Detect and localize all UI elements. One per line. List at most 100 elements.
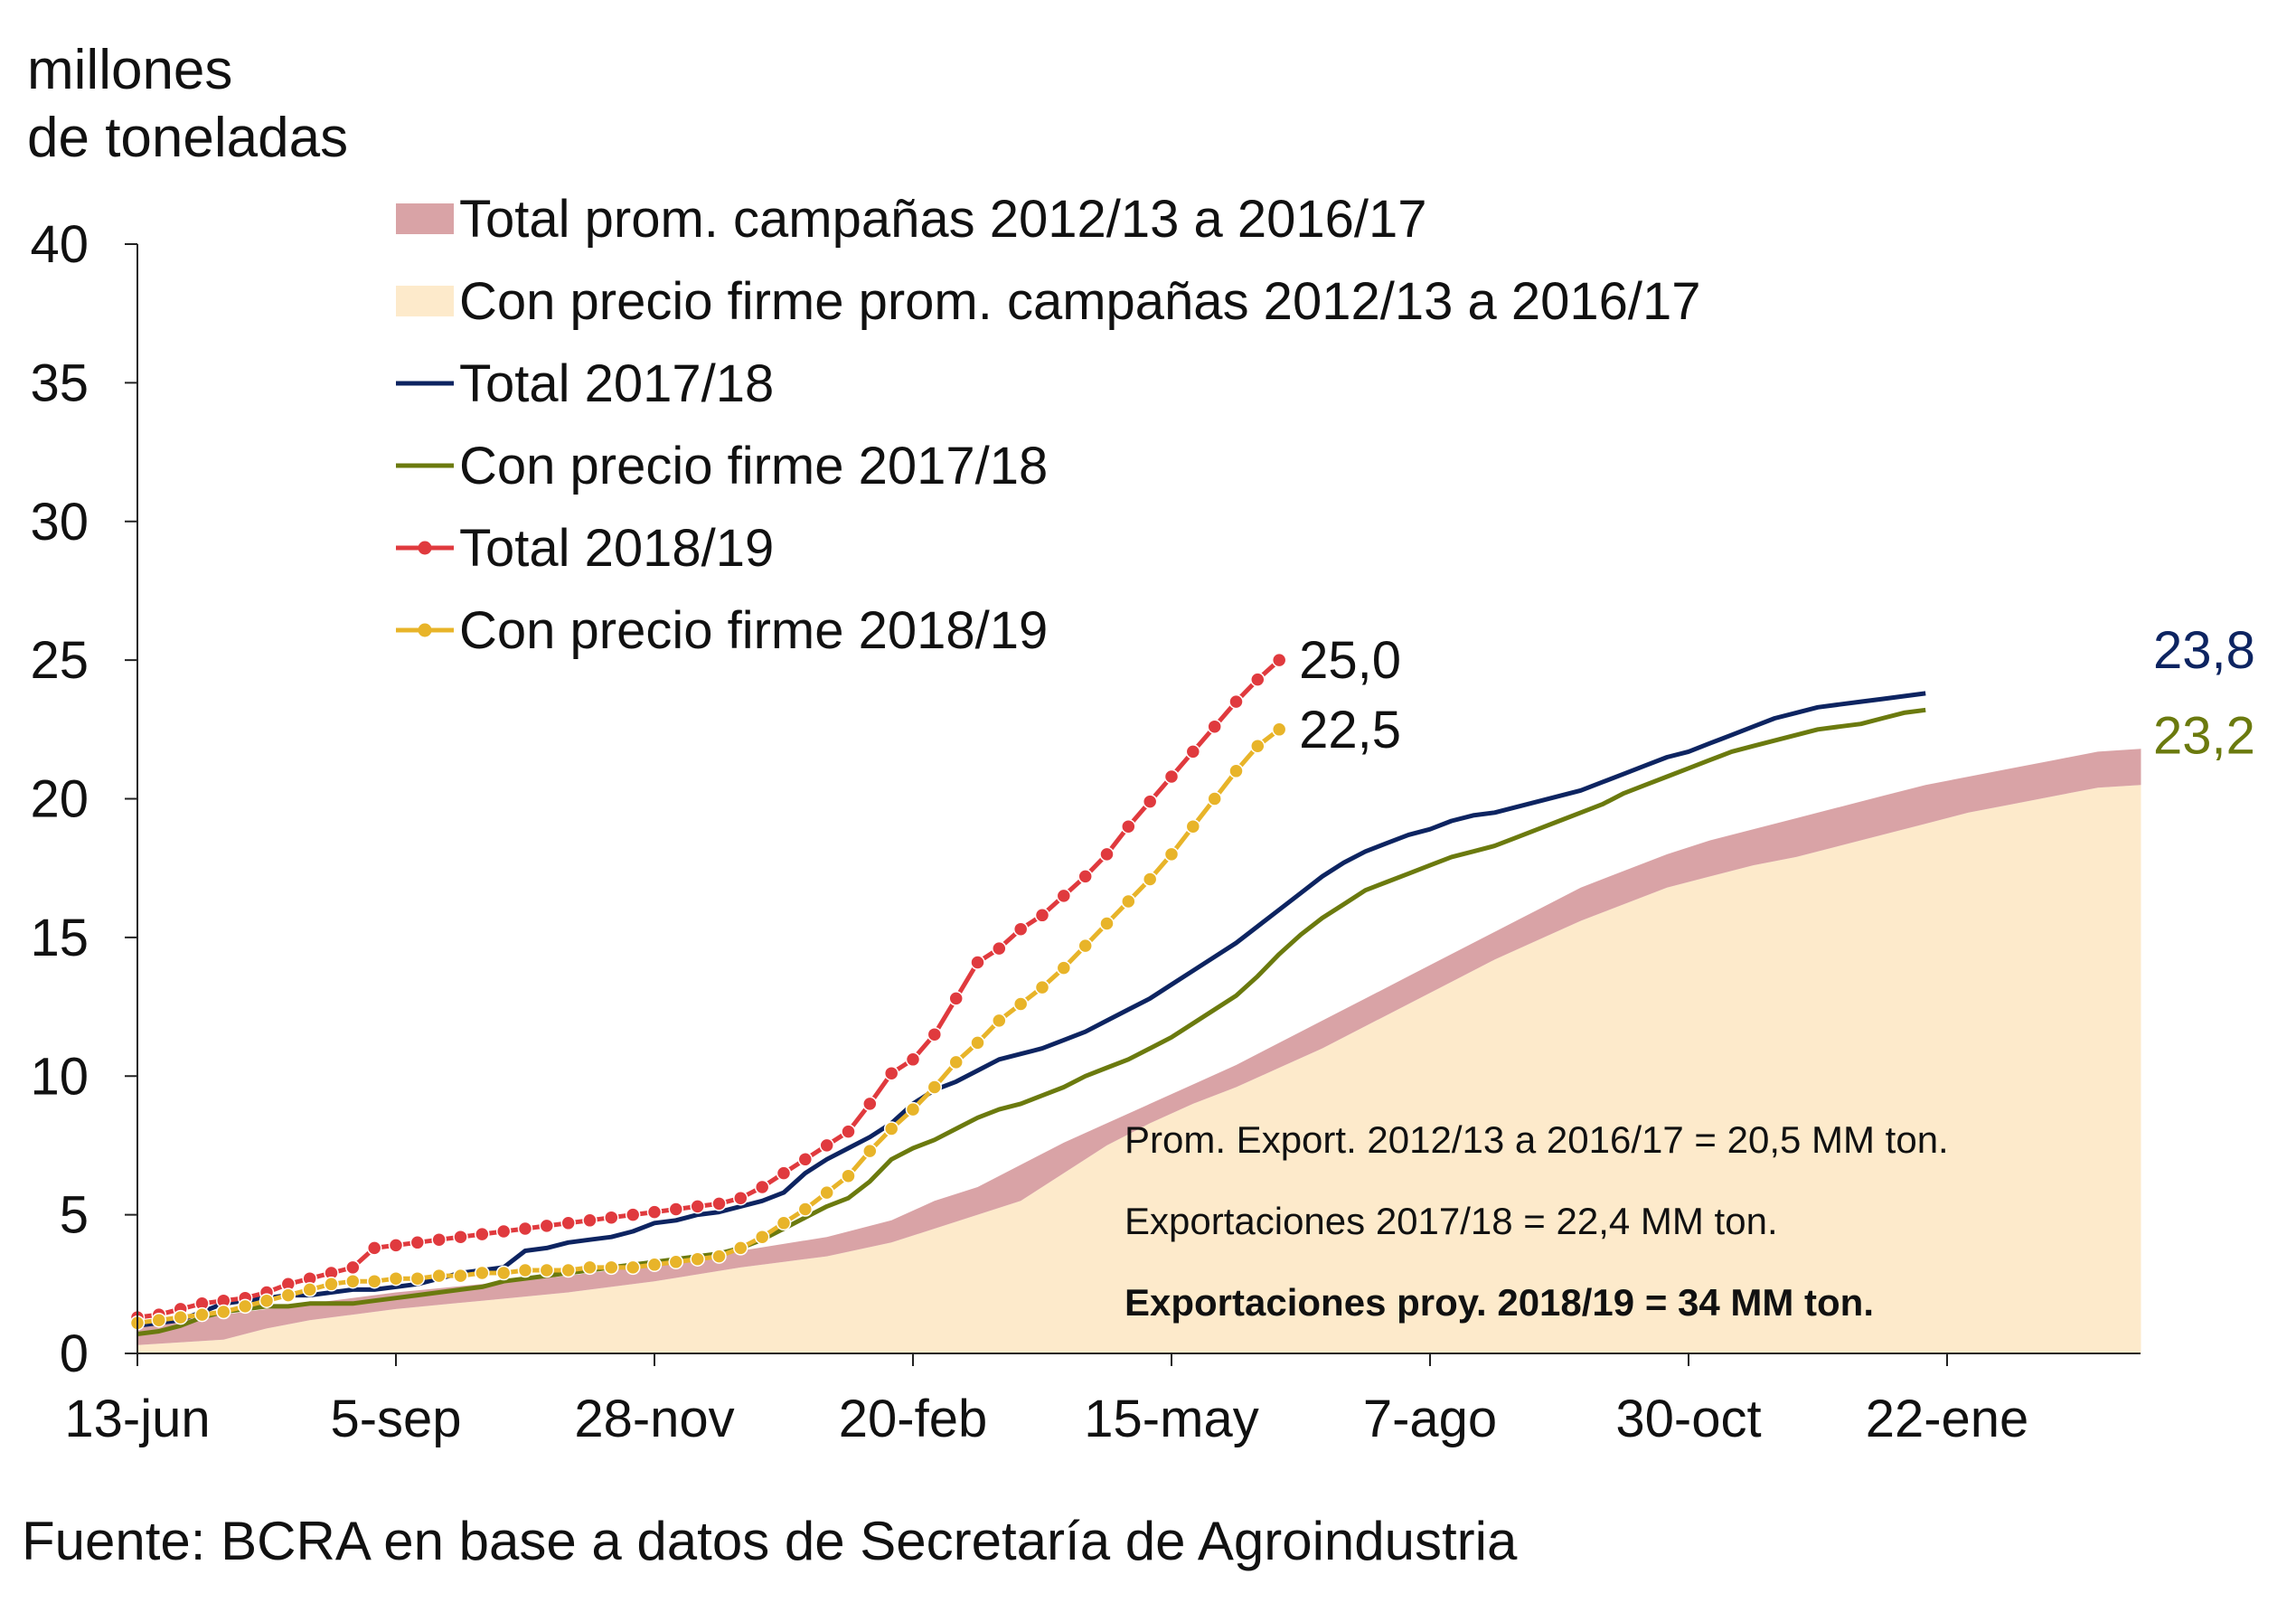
data-point	[237, 1298, 253, 1315]
data-point	[1163, 846, 1180, 863]
data-point	[453, 1268, 468, 1284]
x-tick-label: 30-oct	[1615, 1390, 1761, 1448]
data-point	[862, 1143, 878, 1159]
data-point	[173, 1309, 188, 1325]
data-point	[754, 1229, 770, 1245]
data-point	[754, 1179, 770, 1195]
data-point	[560, 1215, 576, 1231]
data-point	[582, 1259, 598, 1276]
data-point	[604, 1259, 619, 1276]
x-tick-label: 28-nov	[574, 1390, 734, 1448]
data-point	[733, 1190, 748, 1206]
data-point	[1121, 893, 1136, 910]
legend-label: Con precio firme prom. campañas 2012/13 …	[459, 272, 1700, 331]
data-point	[1099, 846, 1115, 863]
end-value-label: 23,2	[2153, 706, 2255, 765]
data-point	[495, 1265, 512, 1281]
data-point	[883, 1121, 899, 1136]
data-point	[345, 1273, 361, 1289]
data-point	[1207, 791, 1222, 806]
y-tick-label: 10	[30, 1047, 89, 1106]
data-point	[819, 1184, 834, 1201]
end-value-label: 23,8	[2153, 621, 2255, 680]
band-total-average	[137, 749, 2141, 1345]
data-point	[797, 1152, 814, 1167]
x-tick-label: 20-feb	[839, 1390, 987, 1448]
data-point	[216, 1304, 231, 1320]
legend-label: Con precio firme 2017/18	[459, 437, 1048, 495]
data-point	[388, 1238, 404, 1253]
data-point	[883, 1065, 899, 1081]
data-point	[690, 1199, 705, 1214]
data-point	[1228, 693, 1244, 710]
data-point	[1142, 794, 1158, 809]
data-point	[1056, 960, 1072, 976]
end-value-label: 22,5	[1299, 701, 1401, 759]
data-point	[1121, 818, 1136, 834]
data-point	[259, 1293, 275, 1308]
y-tick-label: 5	[60, 1186, 89, 1245]
data-point	[646, 1257, 663, 1273]
legend-marker	[418, 541, 432, 555]
data-point	[604, 1210, 619, 1225]
y-tick-label: 25	[30, 631, 89, 690]
x-tick-label: 13-jun	[64, 1390, 210, 1448]
area-firm-average	[137, 785, 2141, 1353]
data-point	[1271, 721, 1287, 738]
data-point	[1163, 768, 1180, 785]
data-point	[560, 1262, 576, 1278]
data-point	[345, 1259, 361, 1276]
data-point	[646, 1204, 663, 1220]
data-point	[927, 1079, 943, 1095]
data-point	[1271, 652, 1287, 668]
y-axis-label: de toneladas	[27, 107, 348, 169]
y-tick-label: 30	[30, 493, 89, 551]
data-point	[948, 1054, 964, 1070]
data-point	[431, 1231, 447, 1248]
data-point	[992, 1013, 1007, 1029]
data-point	[733, 1240, 748, 1256]
data-point	[905, 1051, 921, 1068]
data-point	[776, 1165, 792, 1181]
data-point	[431, 1268, 447, 1284]
data-point	[1099, 916, 1115, 931]
series-line-con-precio-firme-2017-18	[136, 707, 1926, 1336]
data-point	[495, 1223, 512, 1240]
data-point	[905, 1101, 921, 1117]
data-point	[690, 1251, 705, 1267]
source-note: Fuente: BCRA en base a datos de Secretar…	[22, 1511, 1518, 1571]
data-point	[1142, 872, 1158, 887]
legend-swatch	[396, 203, 454, 234]
legend-label: Con precio firme 2018/19	[459, 601, 1048, 660]
legend-label: Total 2018/19	[459, 519, 774, 578]
y-tick-label: 20	[30, 770, 89, 829]
y-tick-label: 40	[30, 215, 89, 274]
data-point	[992, 940, 1007, 957]
data-point	[517, 1262, 533, 1278]
data-point	[409, 1235, 426, 1250]
data-point	[302, 1282, 317, 1297]
x-tick-label: 7-ago	[1363, 1390, 1497, 1448]
data-point	[324, 1277, 339, 1292]
data-point	[841, 1168, 856, 1183]
data-point	[668, 1202, 684, 1217]
data-point	[711, 1196, 727, 1211]
data-point	[1207, 719, 1222, 734]
data-point	[841, 1124, 856, 1139]
data-point	[517, 1221, 533, 1237]
legend-label: Total prom. campañas 2012/13 a 2016/17	[459, 190, 1427, 249]
data-point	[280, 1287, 296, 1303]
data-point	[970, 955, 985, 970]
data-point	[711, 1249, 727, 1264]
data-point	[1056, 888, 1072, 904]
data-point	[819, 1137, 834, 1154]
data-point	[625, 1207, 641, 1222]
y-tick-label: 35	[30, 354, 89, 412]
data-point	[475, 1226, 490, 1242]
legend-marker	[418, 623, 432, 637]
data-point	[1077, 869, 1093, 884]
data-point	[366, 1273, 382, 1289]
data-point	[797, 1202, 814, 1217]
data-point	[1012, 996, 1029, 1012]
